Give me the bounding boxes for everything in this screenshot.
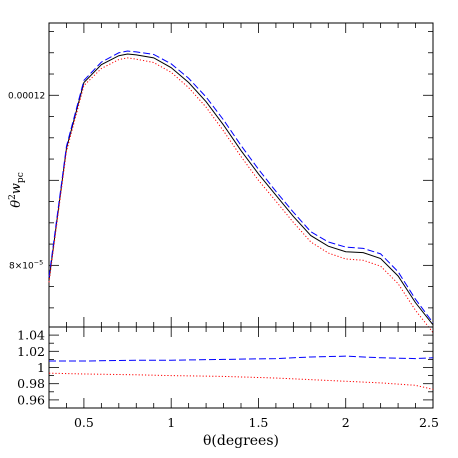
ratio-y-tick-label: 1.04 (17, 328, 45, 343)
x-tick-label: 1 (167, 415, 175, 430)
y-tick-label-0.00012: 0.00012 (8, 91, 45, 101)
main-y-axis-label: θ2wpc (8, 172, 26, 208)
y-tick-label-8e-5-exponent: −5 (34, 258, 44, 266)
y-label-sub: pc (16, 172, 26, 183)
main-series-dotted (48, 57, 434, 333)
main-series-solid (48, 53, 434, 326)
ratio-y-tick-label: 1 (37, 360, 45, 375)
ratio-series (48, 355, 434, 390)
ratio-plot-frame (48, 326, 434, 409)
main-ticks (48, 23, 434, 327)
ratio-ticks (48, 326, 434, 409)
y-label-w: w (9, 183, 24, 194)
y-label-sup: 2 (8, 194, 18, 200)
x-tick-label: 1.5 (249, 415, 269, 430)
x-axis-label: θ(degrees) (203, 433, 279, 449)
ratio-series-dotted (48, 372, 434, 390)
ratio-series-dashed (49, 355, 434, 362)
x-tick-labels: 0.5 1 1.5 2 2.5 (74, 415, 439, 430)
main-series (48, 50, 434, 333)
y-label-theta: θ (9, 200, 24, 208)
main-plot-frame (48, 22, 434, 328)
ratio-y-tick-label: 1.02 (17, 344, 45, 359)
x-tick-label: 2 (342, 415, 350, 430)
ratio-y-tick-label: 0.96 (17, 392, 45, 407)
main-panel: 0.00012 8×10−5 θ2wpc (8, 22, 434, 333)
y-tick-label-8e-5: 8×10−5 (9, 258, 43, 271)
main-series-dashed (48, 50, 434, 324)
y-tick-label-8e-5-mantissa: 8×10 (9, 261, 34, 271)
main-y-tick-labels: 0.00012 8×10−5 (8, 91, 45, 271)
x-tick-label: 2.5 (419, 415, 439, 430)
ratio-y-tick-label: 0.98 (17, 376, 45, 391)
x-tick-label: 0.5 (74, 415, 94, 430)
